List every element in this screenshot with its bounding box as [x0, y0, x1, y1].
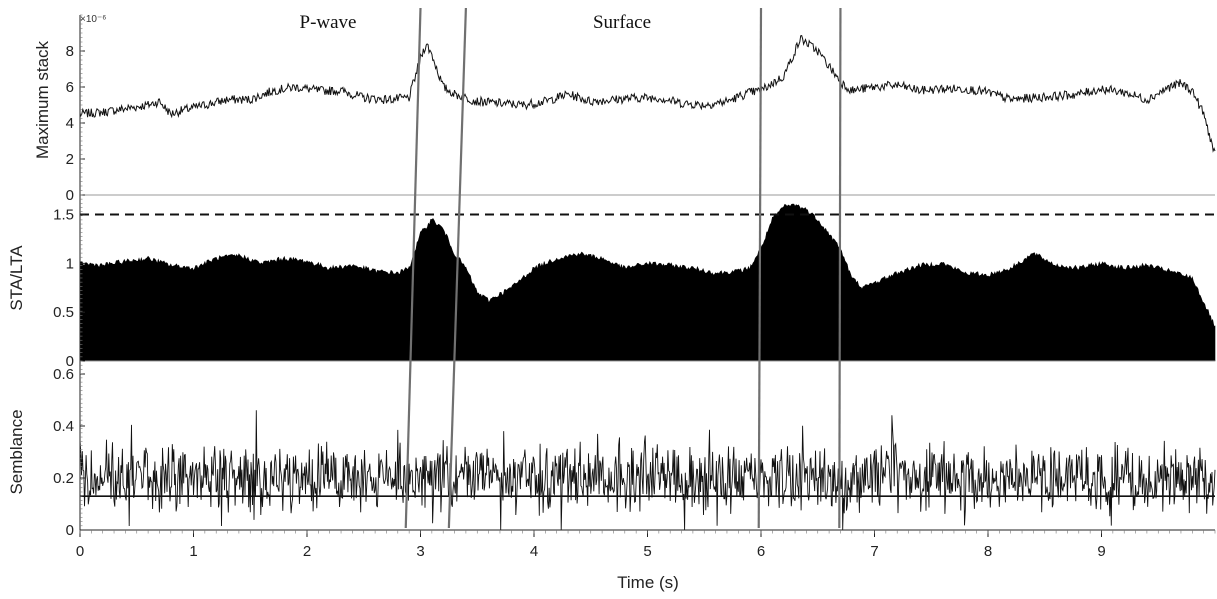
y-tick-label: 0: [66, 522, 74, 539]
sta-lta-area: [79, 203, 1216, 362]
panel-semblance: [79, 410, 1216, 531]
annotation-surface: Surface: [593, 12, 651, 33]
x-tick-label: 3: [416, 543, 424, 560]
y-tick-labels: 0 2 4 6 8 0 0.5 1 1.5 0 0.2 0.4 0.6: [53, 14, 1215, 539]
x-tick-label: 0: [76, 543, 84, 560]
x-tick-label: 5: [643, 543, 651, 560]
x-axis-title: Time (s): [617, 573, 679, 592]
y-tick-label: 2: [66, 151, 74, 168]
x-tick-label: 2: [303, 543, 311, 560]
y-axis-title-sta-lta: STA/LTA: [7, 245, 26, 311]
y-axis-title-semblance: Semblance: [7, 409, 26, 494]
x-tick-label: 8: [984, 543, 992, 560]
annotation-p-wave: P-wave: [300, 12, 357, 33]
phase-divider-2: [447, 7, 467, 529]
y-tick-label: 0.6: [53, 366, 74, 383]
phase-divider-4: [838, 7, 842, 529]
y-tick-label: 0.4: [53, 418, 74, 435]
x-tick-label: 7: [870, 543, 878, 560]
x-tick-label: 6: [757, 543, 765, 560]
y-tick-label: 0: [66, 353, 74, 370]
x-tick-label: 1: [189, 543, 197, 560]
maximum-stack-trace: [79, 35, 1216, 153]
y-tick-label: 0.2: [53, 470, 74, 487]
y-tick-label: 0: [66, 187, 74, 204]
panel-sta-lta: [79, 203, 1216, 362]
phase-divider-1: [404, 7, 422, 529]
y-tick-label: 8: [66, 43, 74, 60]
y-tick-label: 6: [66, 79, 74, 96]
x-tick-labels: 0 1 2 3 4 5 6 7 8 9: [76, 529, 1216, 560]
semblance-trace: [79, 410, 1216, 531]
y-tick-label: 4: [66, 115, 74, 132]
y-axis-title-maximum-stack: Maximum stack: [33, 40, 52, 159]
x-tick-label: 9: [1097, 543, 1105, 560]
y-tick-label: 1: [66, 255, 74, 272]
y-tick-label: 1.5: [53, 207, 74, 224]
phase-divider-lines: [404, 7, 842, 529]
phase-divider-3: [757, 7, 763, 529]
panel-maximum-stack: [79, 35, 1216, 153]
x-tick-label: 4: [530, 543, 538, 560]
y-exponent-label: ×10⁻⁶: [80, 14, 106, 25]
y-tick-label: 0.5: [53, 304, 74, 321]
